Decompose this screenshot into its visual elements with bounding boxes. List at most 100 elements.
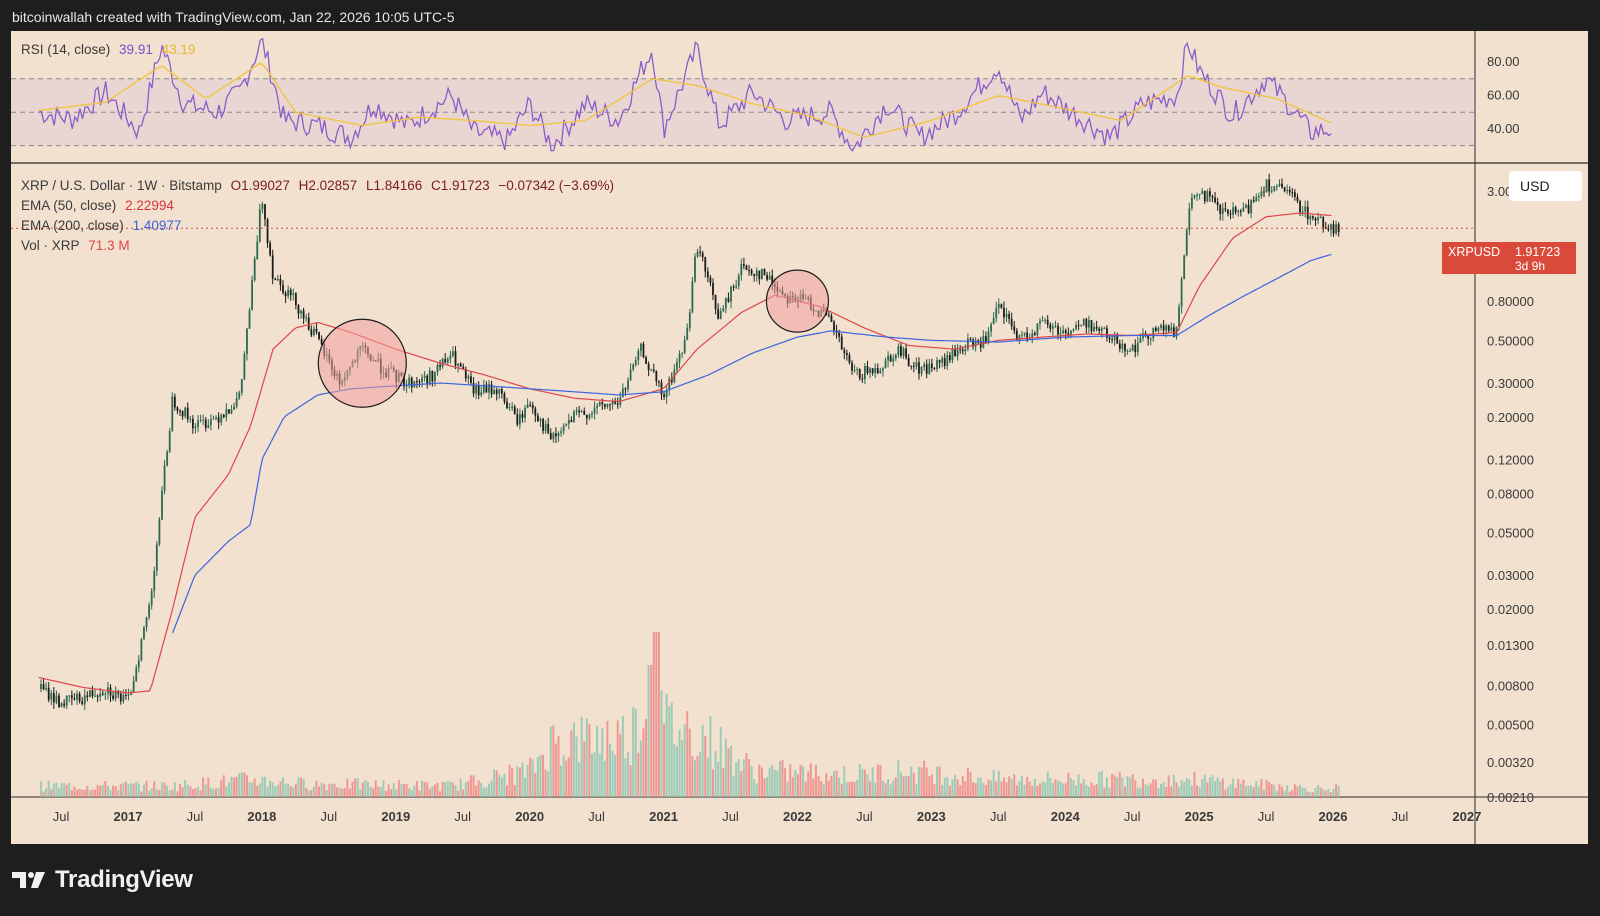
candle-body: [853, 370, 856, 372]
candle-body: [961, 349, 964, 352]
candle-body: [884, 360, 887, 369]
candle-body: [1229, 213, 1232, 215]
volume-bar: [266, 786, 269, 797]
volume-bar: [418, 790, 421, 797]
volume-bar: [863, 769, 866, 797]
volume-bar: [1183, 781, 1186, 797]
volume-bar: [382, 780, 385, 797]
volume-bar: [768, 767, 771, 797]
candle-body: [603, 404, 606, 407]
candle-body: [1188, 208, 1191, 230]
candle-body: [761, 269, 763, 280]
candle-body: [168, 430, 171, 452]
candle-body: [1131, 345, 1134, 351]
candle-body: [758, 270, 761, 280]
currency-button[interactable]: USD: [1509, 171, 1582, 201]
volume-bar: [822, 784, 825, 797]
volume-bar: [616, 720, 619, 797]
volume-bar: [542, 754, 545, 797]
candle-body: [763, 269, 766, 276]
volume-bar: [954, 774, 957, 797]
candle-body: [184, 407, 187, 417]
volume-bar: [348, 788, 351, 797]
candle-body: [990, 324, 992, 332]
volume-bar: [1224, 789, 1227, 797]
candle-body: [591, 413, 593, 415]
volume-bar: [1082, 778, 1085, 797]
volume-bar: [197, 786, 200, 797]
candle-body: [199, 419, 202, 421]
volume-bar: [565, 760, 568, 797]
candle-body: [1100, 328, 1103, 331]
candle-body: [1098, 328, 1101, 331]
candle-body: [874, 368, 877, 374]
candle-body: [498, 389, 501, 394]
candle-body: [920, 367, 923, 374]
volume-bar: [354, 778, 357, 797]
candle-body: [434, 372, 436, 382]
volume-bar: [1023, 784, 1026, 797]
candle-body: [593, 407, 596, 414]
volume-bar: [1018, 780, 1021, 797]
time-tick-label: 2021: [649, 809, 678, 824]
candle-body: [1077, 324, 1080, 326]
volume-bar: [1038, 783, 1041, 797]
ema200-value: 1.40977: [132, 218, 182, 233]
volume-bar: [387, 784, 390, 797]
volume-bar: [289, 786, 292, 797]
volume-bar: [99, 785, 102, 797]
tradingview-wordmark: TradingView: [55, 866, 193, 893]
candle-body: [1250, 200, 1253, 214]
candle-body: [153, 570, 156, 591]
time-tick-label: 2022: [783, 809, 812, 824]
candle-body: [176, 407, 179, 411]
volume-bar: [1206, 782, 1209, 797]
volume-bar: [812, 778, 815, 797]
volume-bar: [619, 733, 622, 797]
volume-bar: [124, 781, 127, 797]
volume-bar: [1044, 782, 1047, 797]
tradingview-logo[interactable]: TradingView: [12, 866, 193, 894]
volume-bar: [163, 782, 166, 797]
volume-bar: [415, 781, 418, 797]
candle-body: [691, 281, 694, 313]
candle-body: [616, 403, 619, 405]
candle-body: [709, 277, 712, 283]
volume-bar: [987, 779, 990, 797]
candle-body: [864, 366, 866, 380]
volume-bar: [1103, 787, 1106, 797]
volume-bar: [709, 716, 712, 797]
candle-body: [985, 336, 987, 343]
candle-body: [215, 417, 217, 419]
candle-body: [879, 370, 882, 374]
volume-bar: [995, 781, 998, 797]
candle-body: [1203, 191, 1206, 202]
candle-body: [122, 694, 125, 702]
volume-bar: [235, 776, 238, 797]
candle-body: [1252, 200, 1255, 202]
price-tag-countdown: 3d 9h: [1515, 259, 1546, 273]
volume-bar: [1105, 777, 1108, 797]
volume-bar: [60, 783, 63, 797]
candle-body: [900, 346, 902, 356]
candle-body: [583, 411, 586, 415]
candle-body: [1242, 207, 1245, 212]
candle-body: [1162, 325, 1165, 331]
candle-body: [271, 255, 274, 279]
time-tick-label: 2025: [1185, 809, 1214, 824]
volume-bar: [629, 765, 632, 797]
volume-bar: [814, 764, 817, 797]
chart-canvas[interactable]: 80.0060.0040.003.000001.200000.800000.50…: [11, 31, 1588, 844]
volume-bar: [372, 788, 375, 797]
volume-bar: [1188, 779, 1191, 797]
volume-bar: [88, 790, 91, 797]
candle-body: [521, 414, 524, 418]
candle-body: [65, 695, 68, 706]
candle-body: [632, 364, 635, 370]
volume-bar: [1255, 780, 1258, 797]
candle-body: [1088, 320, 1090, 328]
candle-body: [1157, 327, 1160, 331]
candle-body: [645, 357, 647, 364]
price-tick-label: 0.01300: [1487, 638, 1534, 653]
volume-bar: [1327, 788, 1330, 797]
